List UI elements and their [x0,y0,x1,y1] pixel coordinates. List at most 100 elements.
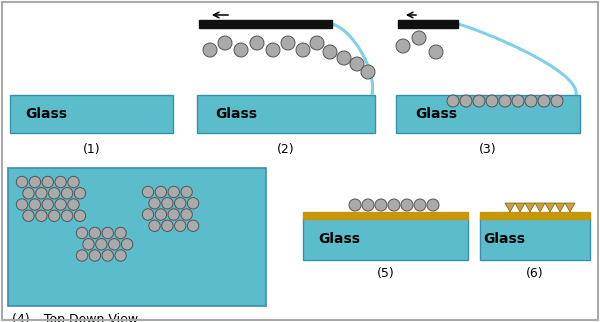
Circle shape [155,186,167,198]
Circle shape [429,45,443,59]
Circle shape [61,210,73,222]
Circle shape [29,199,41,210]
Circle shape [551,95,563,107]
Circle shape [115,227,127,239]
Bar [398,20,458,28]
Circle shape [427,199,439,211]
Polygon shape [555,203,565,212]
Circle shape [396,39,410,53]
Bar [10,95,173,133]
Circle shape [35,210,47,222]
Circle shape [102,227,113,239]
Circle shape [74,187,86,199]
Circle shape [55,199,67,210]
Circle shape [323,45,337,59]
Bar [480,218,590,260]
Polygon shape [565,203,575,212]
Circle shape [76,250,88,261]
Circle shape [76,227,88,239]
Circle shape [350,57,364,71]
Bar [199,20,332,28]
Text: (4) – Top Down View: (4) – Top Down View [12,314,138,322]
Circle shape [187,198,199,209]
Circle shape [401,199,413,211]
Circle shape [181,209,193,220]
Polygon shape [545,203,555,212]
Circle shape [375,199,387,211]
Circle shape [181,186,193,198]
Polygon shape [525,203,535,212]
Circle shape [499,95,511,107]
Circle shape [16,176,28,188]
Text: (3): (3) [479,143,497,156]
Circle shape [102,250,113,261]
Circle shape [234,43,248,57]
Text: Glass: Glass [319,232,360,246]
Circle shape [68,199,79,210]
Circle shape [250,36,264,50]
Circle shape [55,176,67,188]
Circle shape [149,220,160,232]
Text: (5): (5) [377,268,394,280]
Circle shape [349,199,361,211]
Circle shape [168,186,179,198]
Circle shape [68,176,79,188]
Polygon shape [515,203,525,212]
Circle shape [42,176,53,188]
Circle shape [281,36,295,50]
Circle shape [187,220,199,232]
Circle shape [473,95,485,107]
Circle shape [310,36,324,50]
Circle shape [115,250,127,261]
Circle shape [296,43,310,57]
Text: (2): (2) [277,143,295,156]
Text: (1): (1) [83,143,100,156]
Circle shape [74,210,86,222]
Circle shape [362,199,374,211]
Text: Glass: Glass [415,107,457,121]
Bar [197,95,375,133]
Circle shape [23,210,34,222]
Circle shape [266,43,280,57]
Circle shape [460,95,472,107]
Circle shape [155,209,167,220]
Text: (6): (6) [526,268,544,280]
Circle shape [142,186,154,198]
Text: Glass: Glass [215,107,257,121]
Circle shape [49,210,60,222]
Circle shape [142,209,154,220]
Circle shape [168,209,179,220]
Circle shape [218,36,232,50]
Circle shape [29,176,41,188]
Circle shape [175,198,186,209]
Bar [303,212,468,219]
Circle shape [161,198,173,209]
Circle shape [23,187,34,199]
Circle shape [414,199,426,211]
Circle shape [49,187,60,199]
Polygon shape [535,203,545,212]
Circle shape [61,187,73,199]
Bar [396,95,580,133]
Circle shape [109,239,120,250]
Circle shape [121,239,133,250]
Circle shape [35,187,47,199]
Circle shape [361,65,375,79]
Bar [8,168,266,306]
Circle shape [412,31,426,45]
Circle shape [447,95,459,107]
Polygon shape [505,203,515,212]
Bar [480,212,590,219]
Circle shape [538,95,550,107]
Circle shape [89,250,101,261]
Circle shape [337,51,351,65]
Circle shape [486,95,498,107]
Circle shape [161,220,173,232]
Circle shape [512,95,524,107]
Circle shape [16,199,28,210]
Circle shape [89,227,101,239]
Circle shape [388,199,400,211]
Circle shape [203,43,217,57]
Circle shape [149,198,160,209]
Text: Glass: Glass [483,232,525,246]
